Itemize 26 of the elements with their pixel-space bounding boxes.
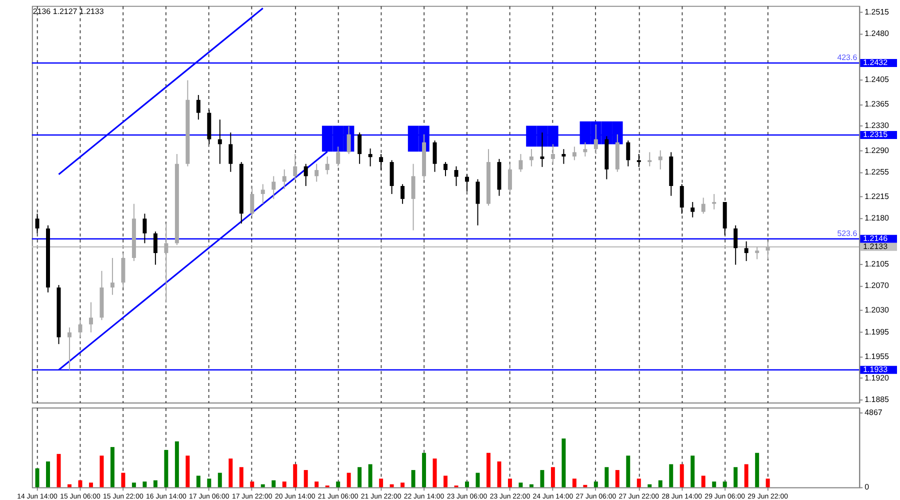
y-tick-label: 1.2255	[864, 167, 890, 176]
ref-line-label: 1.2133	[863, 242, 888, 251]
y-tick-label: 1.2105	[864, 260, 890, 269]
y-tick-label: 1.1920	[864, 373, 890, 382]
ref-line-label: 1.2146	[863, 234, 888, 243]
ref-line-label: 1.1933	[863, 364, 888, 374]
y-tick-label: 1.2405	[864, 75, 890, 84]
ref-line-label: 1.2432	[863, 58, 888, 68]
y-tick-label: 4867	[864, 408, 883, 418]
y-tick-label: 1.1955	[864, 352, 890, 361]
y-tick-label: 1.1885	[864, 394, 890, 404]
y-tick-label: 1.2070	[864, 281, 890, 290]
y-tick-label: 1.2290	[864, 146, 890, 155]
y-tick-label: 1.2330	[864, 121, 890, 130]
y-tick-label: 1.2030	[864, 306, 890, 315]
y-tick-label: 1.1995	[864, 327, 890, 336]
y-tick-label: 1.2365	[864, 100, 890, 109]
y-tick-label: 1.2515	[864, 7, 890, 16]
annotation: 2136 1.2127 1.2133	[32, 6, 104, 16]
annotation: 423.6	[837, 53, 858, 62]
y-tick-label: 1.2180	[864, 213, 890, 222]
annotation: 523.6	[837, 228, 858, 238]
y-tick-label: 1.2215	[864, 192, 890, 201]
y-tick-label: 0	[864, 482, 870, 492]
ref-line-label: 1.2315	[863, 130, 888, 139]
y-tick-label: 1.2480	[864, 28, 890, 38]
